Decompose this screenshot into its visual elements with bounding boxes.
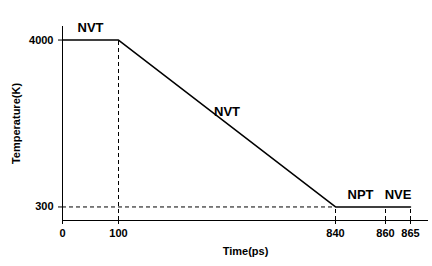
svg-text:860: 860: [376, 227, 394, 239]
svg-text:865: 865: [401, 227, 419, 239]
svg-text:Temperature(K): Temperature(K): [10, 83, 22, 164]
svg-text:NVE: NVE: [385, 187, 412, 202]
svg-text:NVT: NVT: [214, 104, 240, 119]
svg-text:NVT: NVT: [78, 20, 104, 35]
svg-text:NPT: NPT: [348, 187, 374, 202]
svg-text:Time(ps): Time(ps): [223, 245, 269, 257]
svg-text:300: 300: [35, 200, 53, 212]
svg-text:0: 0: [59, 227, 65, 239]
svg-text:840: 840: [326, 227, 344, 239]
svg-text:4000: 4000: [29, 34, 53, 46]
svg-text:100: 100: [109, 227, 127, 239]
